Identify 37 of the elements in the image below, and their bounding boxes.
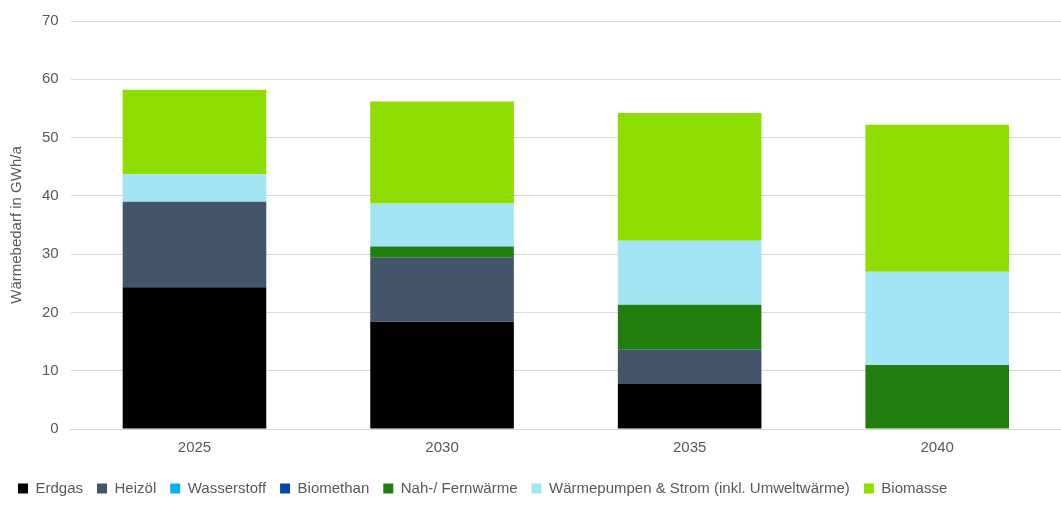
bar — [617, 113, 762, 241]
legend-label: Nah-/ Fernwärme — [400, 478, 518, 496]
bar — [122, 89, 267, 175]
y-tick-label: 20 — [42, 302, 59, 320]
y-tick-label: 60 — [42, 69, 59, 87]
x-tick-label: 2040 — [920, 438, 954, 456]
bar — [122, 287, 267, 429]
x-tick-label: 2035 — [672, 438, 707, 456]
legend-label: Biomasse — [881, 478, 948, 496]
bar — [370, 257, 514, 322]
y-tick-label: 40 — [42, 186, 59, 203]
bar — [865, 124, 1010, 272]
bar — [865, 364, 1010, 429]
x-tick-label: 2025 — [177, 438, 212, 456]
bar — [617, 304, 762, 350]
bar — [122, 201, 267, 288]
bar — [865, 271, 1010, 365]
x-tick-label: 2030 — [425, 438, 459, 456]
bar — [370, 321, 514, 429]
bar — [370, 101, 514, 204]
bar — [370, 246, 514, 258]
legend-label: Biomethan — [297, 478, 370, 496]
y-tick-label: 70 — [42, 11, 59, 29]
bar — [370, 203, 514, 247]
bar — [617, 240, 762, 305]
y-tick-label: 50 — [42, 127, 59, 145]
y-axis-title: Wärmebedarf in GWh/a — [7, 145, 25, 304]
y-tick-label: 0 — [50, 419, 59, 437]
y-tick-label: 30 — [42, 244, 59, 262]
bar — [122, 174, 267, 202]
bar — [617, 384, 762, 429]
legend-label: Wärmepumpen & Strom (inkl. Umweltwärme) — [548, 478, 850, 496]
legend-label: Erdgas — [35, 478, 84, 496]
legend-label: Heizöl — [114, 478, 157, 496]
y-tick-label: 10 — [42, 360, 59, 378]
legend-label: Wasserstoff — [187, 478, 267, 496]
bar — [617, 349, 762, 385]
